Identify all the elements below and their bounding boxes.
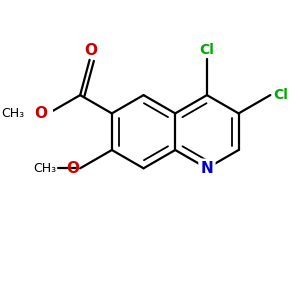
Text: O: O [66, 161, 79, 176]
Text: CH₃: CH₃ [33, 162, 56, 175]
Text: O: O [34, 106, 47, 121]
Text: O: O [84, 43, 97, 58]
Text: CH₃: CH₃ [2, 107, 25, 120]
Text: N: N [201, 161, 213, 176]
Text: Cl: Cl [273, 88, 288, 102]
Text: Cl: Cl [200, 43, 214, 57]
